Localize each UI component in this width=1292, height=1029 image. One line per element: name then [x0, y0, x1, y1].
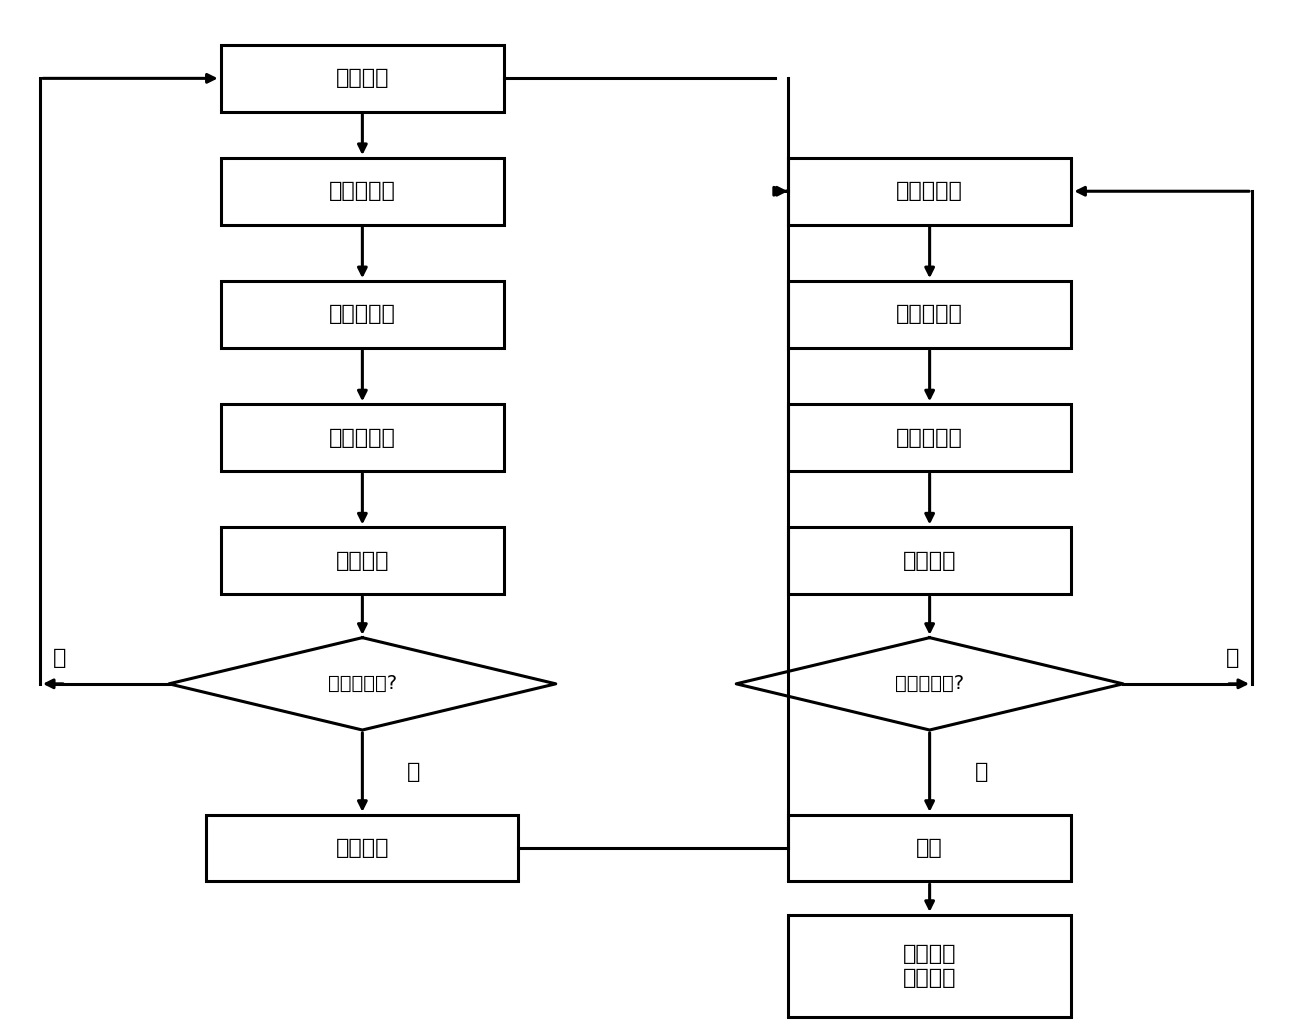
Text: 初步选中: 初步选中	[336, 838, 389, 858]
Bar	[788, 815, 1071, 882]
Text: 先导: 先导	[916, 838, 943, 858]
Text: 材料库设计: 材料库设计	[897, 181, 963, 202]
Text: 材料库制备: 材料库制备	[897, 305, 963, 324]
Text: 否: 否	[1226, 648, 1239, 668]
Bar	[788, 157, 1071, 224]
Bar	[221, 157, 504, 224]
Text: 性能满足否?: 性能满足否?	[328, 674, 397, 694]
Text: 材料库表征: 材料库表征	[329, 427, 395, 448]
Text: 是: 是	[407, 762, 421, 782]
Bar	[221, 45, 504, 112]
Text: 数据采集: 数据采集	[336, 551, 389, 571]
Bar	[221, 281, 504, 348]
Text: 确定靶标: 确定靶标	[336, 68, 389, 88]
Bar	[788, 527, 1071, 594]
Text: 材料库设计: 材料库设计	[329, 181, 395, 202]
Bar	[207, 815, 518, 882]
Bar	[788, 915, 1071, 1018]
Text: 性能满足否?: 性能满足否?	[895, 674, 964, 694]
Bar	[788, 281, 1071, 348]
Text: 否: 否	[53, 648, 66, 668]
Text: 材料库表征: 材料库表征	[897, 427, 963, 448]
Bar	[788, 404, 1071, 471]
Bar	[221, 404, 504, 471]
Text: 规模化放
大和验证: 规模化放 大和验证	[903, 945, 956, 988]
Text: 是: 是	[974, 762, 988, 782]
Text: 数据采集: 数据采集	[903, 551, 956, 571]
Bar	[221, 527, 504, 594]
Text: 材料库制备: 材料库制备	[329, 305, 395, 324]
